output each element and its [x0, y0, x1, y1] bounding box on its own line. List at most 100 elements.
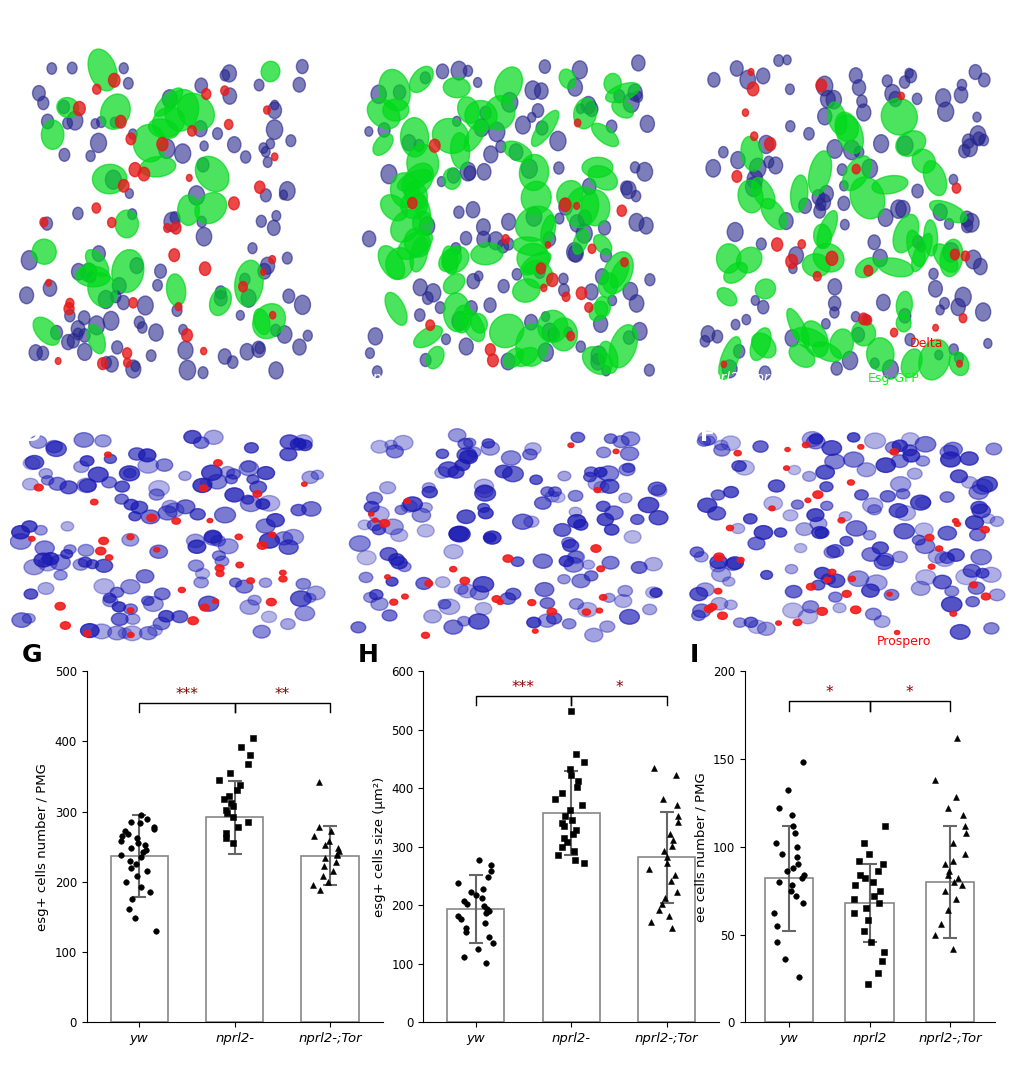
- Circle shape: [607, 295, 616, 306]
- Circle shape: [254, 79, 264, 91]
- Circle shape: [561, 619, 576, 628]
- Circle shape: [940, 492, 953, 503]
- Ellipse shape: [253, 304, 285, 339]
- Circle shape: [958, 313, 966, 323]
- Point: [788, 838, 804, 855]
- Ellipse shape: [880, 98, 916, 135]
- Circle shape: [944, 586, 958, 596]
- Circle shape: [449, 567, 457, 572]
- Circle shape: [259, 534, 279, 548]
- Circle shape: [130, 258, 144, 274]
- Circle shape: [624, 530, 640, 543]
- Ellipse shape: [400, 192, 427, 218]
- Circle shape: [78, 329, 90, 342]
- Circle shape: [46, 441, 66, 457]
- Circle shape: [500, 354, 515, 370]
- Circle shape: [66, 298, 73, 308]
- Point: [555, 818, 572, 835]
- Circle shape: [438, 462, 459, 477]
- Circle shape: [127, 209, 137, 219]
- Point: [329, 847, 345, 864]
- Circle shape: [460, 577, 469, 585]
- Circle shape: [596, 502, 609, 511]
- Circle shape: [139, 167, 150, 181]
- Point: [938, 800, 955, 817]
- Ellipse shape: [928, 200, 966, 223]
- Circle shape: [894, 630, 899, 635]
- Ellipse shape: [33, 240, 56, 264]
- Point: [938, 901, 955, 918]
- Point: [123, 814, 140, 831]
- Circle shape: [840, 537, 852, 546]
- Circle shape: [278, 576, 286, 581]
- Circle shape: [574, 202, 579, 210]
- Circle shape: [470, 586, 488, 600]
- Circle shape: [806, 435, 824, 448]
- Circle shape: [55, 358, 61, 364]
- Circle shape: [894, 524, 913, 539]
- Circle shape: [297, 60, 308, 73]
- Circle shape: [827, 279, 841, 295]
- Ellipse shape: [573, 98, 596, 129]
- Y-axis label: esg+ cells size (μm²): esg+ cells size (μm²): [372, 776, 385, 917]
- Point: [561, 760, 578, 777]
- Circle shape: [877, 209, 892, 227]
- Circle shape: [92, 203, 101, 213]
- Circle shape: [793, 619, 801, 625]
- Circle shape: [614, 594, 631, 607]
- Ellipse shape: [390, 173, 419, 208]
- Circle shape: [601, 556, 619, 569]
- Circle shape: [932, 325, 937, 331]
- Circle shape: [371, 85, 386, 103]
- Ellipse shape: [515, 207, 553, 242]
- Ellipse shape: [835, 115, 858, 142]
- Circle shape: [747, 537, 764, 550]
- Circle shape: [576, 103, 584, 114]
- Circle shape: [226, 469, 240, 479]
- Circle shape: [477, 504, 489, 512]
- Circle shape: [912, 235, 922, 248]
- Circle shape: [235, 562, 244, 568]
- Circle shape: [760, 571, 771, 579]
- Circle shape: [248, 595, 261, 605]
- Circle shape: [785, 564, 797, 574]
- Point: [126, 910, 143, 927]
- Ellipse shape: [582, 347, 611, 375]
- Point: [229, 819, 246, 836]
- Circle shape: [279, 190, 287, 199]
- Ellipse shape: [740, 136, 761, 171]
- Circle shape: [71, 263, 86, 280]
- Point: [784, 817, 800, 834]
- Ellipse shape: [470, 313, 487, 333]
- Point: [653, 896, 669, 913]
- Circle shape: [889, 504, 907, 518]
- Point: [954, 806, 970, 823]
- Circle shape: [393, 436, 413, 450]
- Circle shape: [67, 333, 79, 348]
- Circle shape: [23, 457, 40, 470]
- Text: **: **: [274, 687, 289, 702]
- Circle shape: [569, 599, 583, 609]
- Circle shape: [59, 148, 69, 161]
- Text: C: C: [699, 27, 715, 47]
- Circle shape: [19, 286, 34, 304]
- Point: [779, 782, 795, 799]
- Point: [128, 830, 145, 847]
- Circle shape: [118, 628, 131, 638]
- Circle shape: [746, 170, 762, 189]
- Circle shape: [952, 183, 960, 193]
- Circle shape: [895, 506, 915, 521]
- Circle shape: [190, 509, 205, 520]
- Circle shape: [196, 228, 212, 246]
- Circle shape: [977, 73, 989, 87]
- Circle shape: [207, 475, 226, 489]
- Point: [845, 890, 861, 907]
- Circle shape: [620, 447, 638, 460]
- Point: [322, 822, 338, 839]
- Point: [120, 900, 137, 917]
- Circle shape: [598, 465, 619, 481]
- Circle shape: [89, 468, 108, 482]
- Circle shape: [108, 626, 126, 640]
- Circle shape: [139, 449, 156, 462]
- Circle shape: [227, 356, 237, 368]
